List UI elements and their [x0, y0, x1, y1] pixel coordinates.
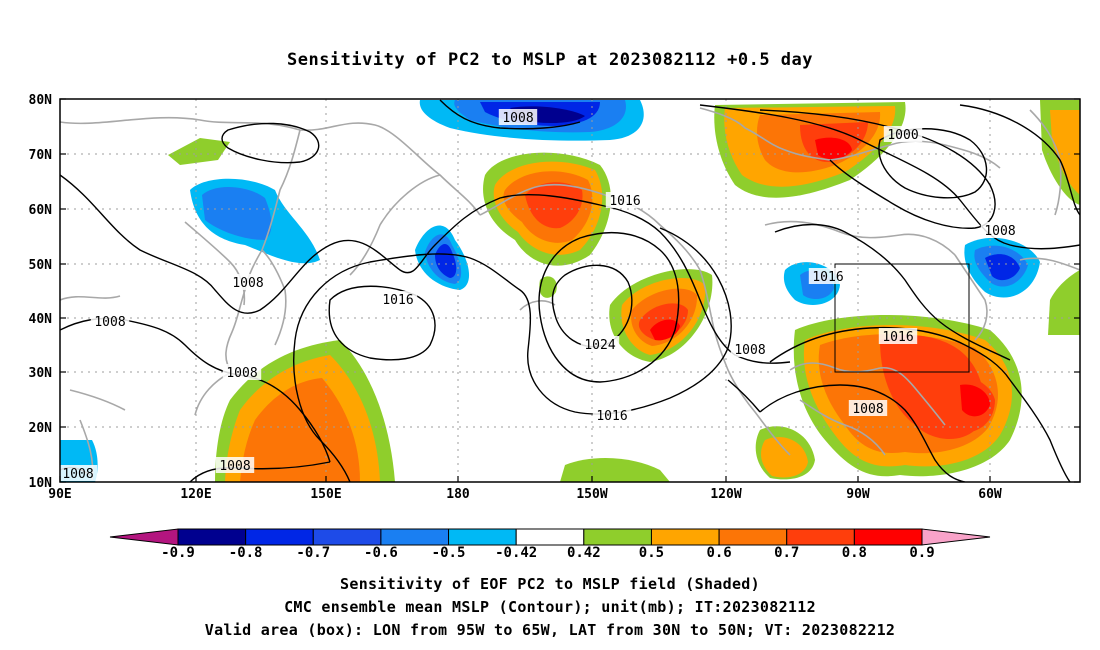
blue-patch	[435, 244, 457, 278]
colorbar-segment	[583, 528, 652, 546]
contour-label: 1008	[62, 467, 93, 482]
contour-label: 1008	[219, 459, 250, 474]
colorbar-max-arrow	[921, 528, 991, 546]
colorbar-segment	[853, 528, 923, 546]
contour-label: 1008	[226, 366, 257, 381]
lon-tick-label: 120W	[710, 487, 741, 502]
colorbar-label: 0.8	[842, 545, 867, 561]
contour-label: 1016	[812, 270, 843, 285]
contour-label: 1000	[887, 128, 918, 143]
shaded-sensitivity-field	[60, 100, 1080, 482]
colorbar-segment	[177, 528, 247, 546]
colorbar-segment	[718, 528, 788, 546]
valid-area-box	[834, 263, 970, 373]
contour-label: 1008	[734, 343, 765, 358]
lat-tick-label: 20N	[29, 421, 53, 436]
blue-patch	[985, 254, 1020, 281]
green-patch	[168, 138, 230, 165]
contour-label: 1016	[596, 409, 627, 424]
colorbar-segment	[448, 528, 517, 546]
colorbar-segment	[245, 528, 314, 546]
contour-label: 1008	[502, 111, 533, 126]
lat-tick-label: 60N	[29, 203, 53, 218]
colorbar-segment	[380, 528, 450, 546]
caption-line-1: Sensitivity of EOF PC2 to MSLP field (Sh…	[340, 575, 760, 593]
colorbar-label: 0.7	[774, 545, 799, 561]
medium-blue-patch	[202, 187, 272, 240]
colorbar-label: 0.9	[909, 545, 934, 561]
colorbar-label: -0.9	[161, 545, 195, 561]
contour-label-layer: 1008 1008 1008 1008 1008 1008 1016 1016 1016 1016…	[58, 109, 1020, 482]
lon-tick-label: 150W	[576, 487, 607, 502]
red-patch	[960, 384, 990, 417]
lon-tick-label: 180	[446, 487, 470, 502]
contour-label: 1008	[94, 315, 125, 330]
colorbar-label: 0.42	[567, 545, 601, 561]
colorbar-label: 0.5	[639, 545, 664, 561]
colorbar-segment	[515, 528, 585, 546]
contour-label: 1008	[232, 276, 263, 291]
colorbar-label: -0.6	[364, 545, 398, 561]
colorbar-segment	[312, 528, 382, 546]
colorbar-label: -0.5	[432, 545, 466, 561]
contour-label: 1008	[984, 224, 1015, 239]
contour-label: 1008	[852, 402, 883, 417]
colorbar-label: -0.7	[296, 545, 330, 561]
lat-tick-label: 80N	[29, 93, 53, 108]
lon-tick-label: 90W	[846, 487, 870, 502]
lat-tick-label: 50N	[29, 258, 53, 273]
colorbar-label: 0.6	[706, 545, 731, 561]
caption-line-2: CMC ensemble mean MSLP (Contour); unit(m…	[284, 598, 816, 616]
lon-tick-label: 60W	[978, 487, 1002, 502]
caption-line-3: Valid area (box): LON from 95W to 65W, L…	[204, 621, 896, 639]
map-title: Sensitivity of PC2 to MSLP at 2023082112…	[286, 50, 813, 70]
contour-label: 1024	[584, 338, 615, 353]
dark-orange-patch	[240, 378, 360, 482]
colorbar-label: -0.8	[229, 545, 263, 561]
green-patch	[560, 458, 670, 482]
contour-label: 1016	[882, 330, 913, 345]
sensitivity-map: 1008 1008 1008 1008 1008 1008 1016 1016 1016 1016…	[29, 93, 1081, 561]
contour-label: 1016	[609, 194, 640, 209]
lat-tick-label: 70N	[29, 148, 53, 163]
colorbar-label: -0.42	[495, 545, 537, 561]
lat-tick-label: 30N	[29, 366, 53, 381]
contour-label: 1016	[382, 293, 413, 308]
red-orange-patch	[525, 182, 583, 229]
mslp-contours	[60, 99, 1080, 482]
colorbar-min-arrow	[109, 528, 179, 546]
orange-patch	[760, 436, 808, 478]
plot-frame	[59, 98, 1081, 483]
colorbar: -0.9 -0.8 -0.7 -0.6 -0.5 -0.42 0.42 0.5 0.6 0.7 0.…	[109, 528, 991, 561]
lat-tick-label: 10N	[29, 476, 53, 491]
green-patch	[539, 276, 557, 298]
colorbar-segment	[786, 528, 855, 546]
lon-tick-label: 90E	[48, 487, 71, 502]
lat-tick-label: 40N	[29, 312, 53, 327]
orange-patch	[1050, 110, 1080, 195]
lon-tick-label: 120E	[180, 487, 211, 502]
lon-tick-label: 150E	[310, 487, 341, 502]
colorbar-segment	[650, 528, 720, 546]
green-patch	[1048, 270, 1080, 335]
